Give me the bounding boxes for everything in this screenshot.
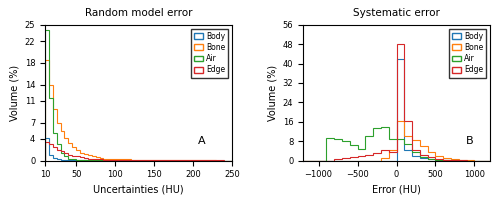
Legend: Body, Bone, Air, Edge: Body, Bone, Air, Edge <box>448 29 486 77</box>
Title: Random model error: Random model error <box>84 8 192 18</box>
Title: Systematic error: Systematic error <box>353 8 440 18</box>
X-axis label: Uncertainties (HU): Uncertainties (HU) <box>93 185 184 195</box>
X-axis label: Error (HU): Error (HU) <box>372 185 421 195</box>
Y-axis label: Volume (%): Volume (%) <box>267 65 277 121</box>
Legend: Body, Bone, Air, Edge: Body, Bone, Air, Edge <box>190 29 228 77</box>
Text: A: A <box>198 136 206 146</box>
Text: B: B <box>466 136 473 146</box>
Y-axis label: Volume (%): Volume (%) <box>9 65 19 121</box>
